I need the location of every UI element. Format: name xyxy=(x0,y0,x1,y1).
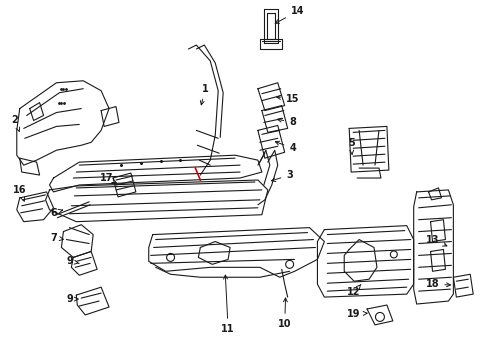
Text: 3: 3 xyxy=(271,170,292,181)
Text: 13: 13 xyxy=(425,234,446,246)
Text: 12: 12 xyxy=(346,284,360,297)
Text: 10: 10 xyxy=(277,298,291,329)
Text: 19: 19 xyxy=(346,309,366,319)
Text: 18: 18 xyxy=(425,279,449,289)
Text: 9: 9 xyxy=(67,294,78,304)
Text: 15: 15 xyxy=(276,94,299,104)
Text: 4: 4 xyxy=(275,141,295,153)
Text: 8: 8 xyxy=(277,117,295,127)
Text: 9: 9 xyxy=(67,256,79,266)
Text: 1: 1 xyxy=(200,84,208,105)
Text: 16: 16 xyxy=(13,185,26,201)
Text: 11: 11 xyxy=(221,275,234,334)
Text: 2: 2 xyxy=(11,116,20,131)
Text: 17: 17 xyxy=(100,173,117,183)
Text: 5: 5 xyxy=(347,138,354,154)
Text: 7: 7 xyxy=(50,233,63,243)
Text: 14: 14 xyxy=(275,6,304,23)
Text: 6: 6 xyxy=(50,208,62,218)
